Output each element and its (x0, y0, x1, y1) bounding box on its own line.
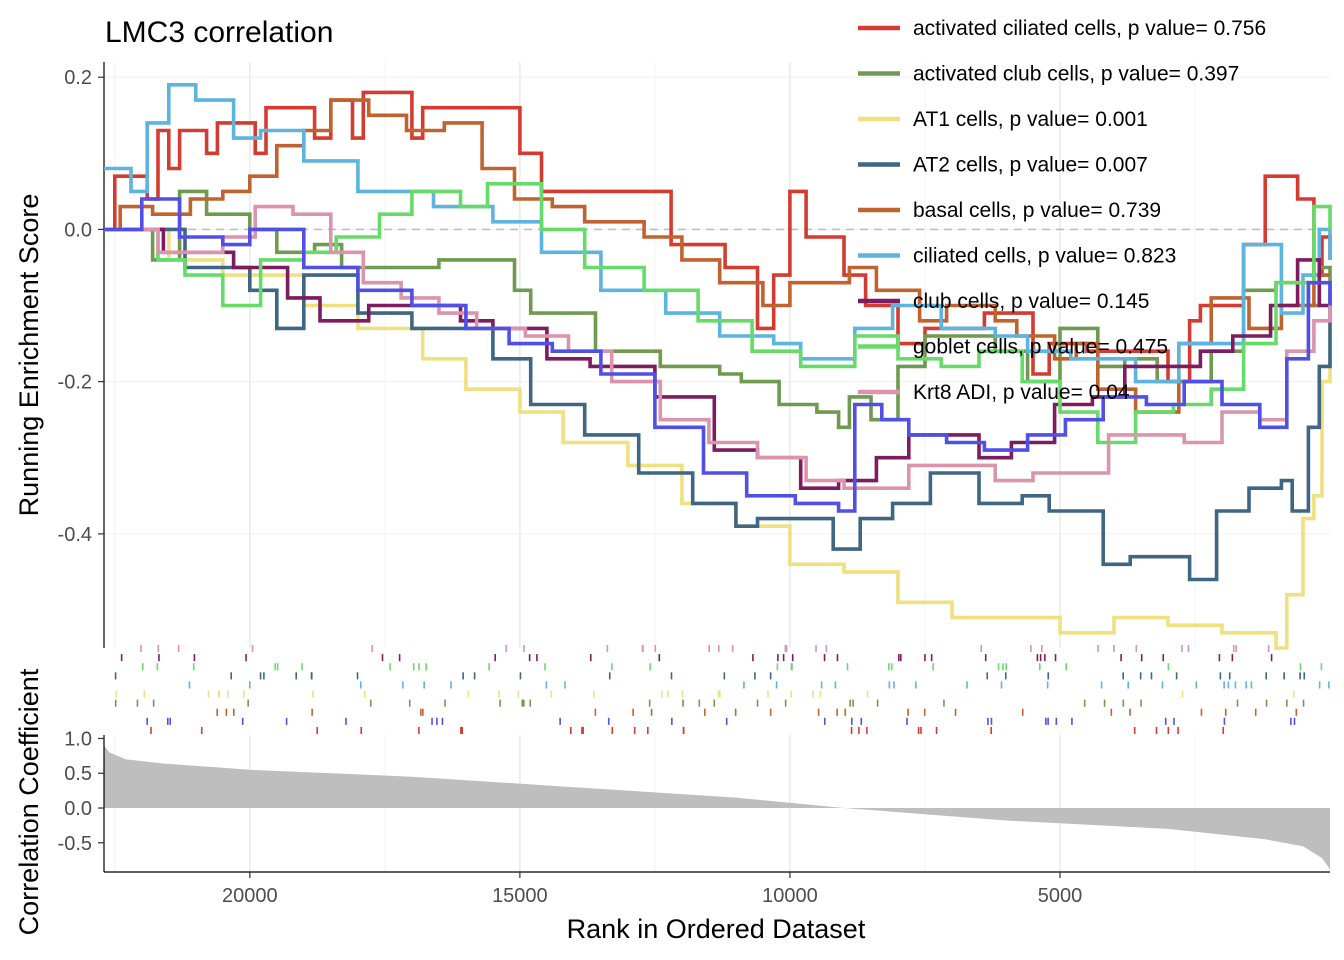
legend-label: basal cells, p value= 0.739 (913, 199, 1161, 222)
gene-hit-ticks (114, 645, 1330, 734)
correlation-panel (104, 745, 1330, 870)
legend-label: goblet cells, p value= 0.475 (913, 336, 1168, 359)
series-line-8 (104, 204, 1332, 490)
bottom-y-tick-label: -0.5 (58, 833, 92, 855)
x-tick-label: 20000 (222, 885, 278, 907)
top-panel-axes: 0.2 0.0 -0.2 -0.4 (58, 62, 105, 648)
top-y-tick-label: 0.2 (64, 67, 92, 89)
bottom-panel-axes: 1.0 0.5 0.0 -0.5 20000 15000 10000 5000 (58, 728, 1330, 907)
chart-title: LMC3 correlation (105, 16, 333, 49)
correlation-area (104, 745, 1330, 870)
legend-label: activated club cells, p value= 0.397 (913, 63, 1239, 86)
series-line-3 (104, 227, 1332, 582)
bottom-y-tick-label: 1.0 (64, 728, 92, 750)
legend-label: club cells, p value= 0.145 (913, 290, 1149, 313)
legend-label: Krt8 ADI, p value= 0.04 (913, 381, 1130, 404)
x-tick-label: 15000 (492, 885, 548, 907)
series-line-9 (104, 197, 1332, 513)
grid (104, 62, 1330, 872)
legend-label: activated ciliated cells, p value= 0.756 (913, 17, 1266, 40)
x-axis-label: Rank in Ordered Dataset (567, 914, 866, 944)
series-line-6 (104, 227, 1332, 490)
series-line-5 (104, 83, 1332, 384)
bottom-y-tick-label: 0.0 (64, 798, 92, 820)
top-y-tick-label: -0.2 (58, 372, 92, 394)
top-y-tick-label: -0.4 (58, 524, 92, 546)
series-lines (104, 83, 1332, 650)
legend-label: ciliated cells, p value= 0.823 (913, 245, 1176, 268)
bottom-y-axis-label: Correlation Coefficient (14, 668, 44, 935)
series-line-2 (104, 227, 1332, 650)
bottom-y-tick-label: 0.5 (64, 763, 92, 785)
legend-label: AT2 cells, p value= 0.007 (913, 154, 1148, 177)
legend: activated ciliated cells, p value= 0.756… (858, 17, 1266, 404)
legend-label: AT1 cells, p value= 0.001 (913, 108, 1148, 131)
top-y-tick-label: 0.0 (64, 219, 92, 241)
series-line-4 (104, 98, 1330, 414)
top-y-axis-label: Running Enrichment Score (14, 194, 44, 517)
x-tick-label: 5000 (1038, 885, 1083, 907)
series-line-0 (104, 90, 1332, 384)
x-tick-label: 10000 (762, 885, 818, 907)
